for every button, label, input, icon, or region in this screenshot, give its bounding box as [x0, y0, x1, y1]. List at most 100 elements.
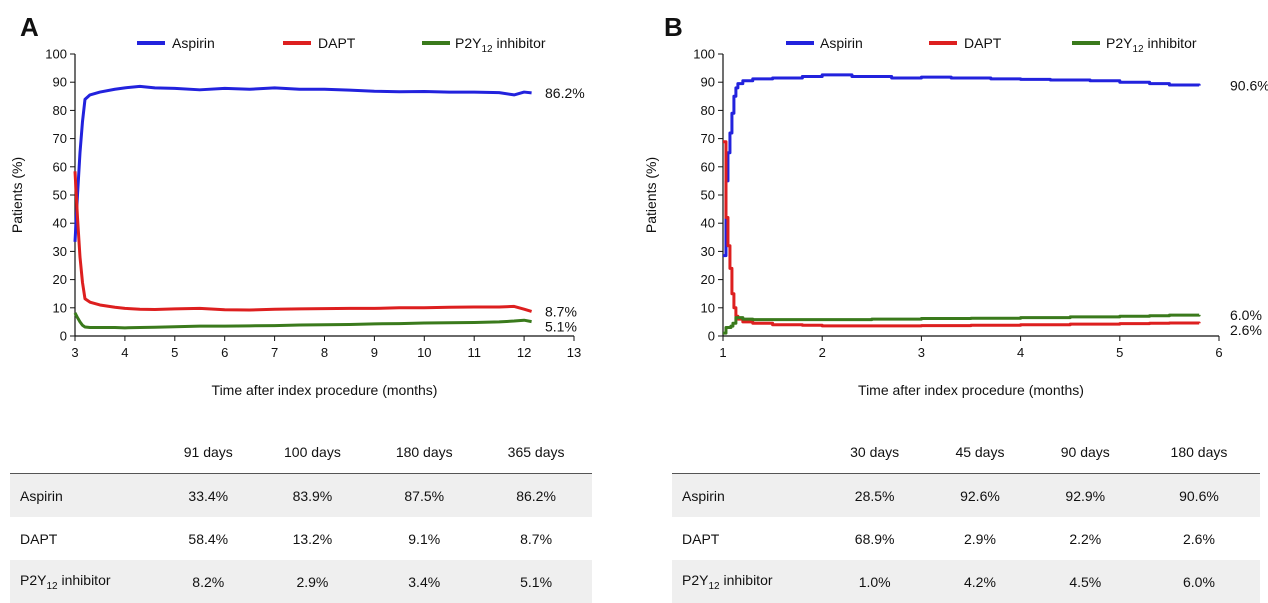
table-cell: 90.6%: [1137, 473, 1260, 517]
y-tick-label: 0: [708, 329, 715, 344]
x-tick-label: 11: [467, 345, 481, 360]
table-row-label: Aspirin: [672, 473, 822, 517]
panel-b: B 0 10 20 30 40 50 60 70 80 90 100 1 2 3 4 5 6 Time after …: [634, 0, 1268, 603]
table-cell: 92.9%: [1032, 473, 1138, 517]
table-cell: 58.4%: [188, 530, 229, 547]
end-value-label: 86.2%: [545, 85, 585, 101]
end-value-label: 90.6%: [1230, 78, 1268, 94]
table-cell: 8.7%: [520, 530, 553, 547]
table-cell: 9.1%: [408, 530, 441, 547]
legend-label: P2Y12 inhibitor: [455, 35, 546, 55]
table-cell: 13.2%: [292, 530, 333, 547]
table-cell: 2.9%: [964, 530, 996, 547]
table-cell: 8.2%: [160, 560, 257, 603]
y-tick-label: 20: [701, 272, 715, 287]
y-axis-label: Patients (%): [643, 157, 659, 233]
end-value-label: 6.0%: [1230, 307, 1262, 323]
table-column-header: 90 days: [1032, 430, 1138, 474]
x-tick-label: 3: [918, 345, 925, 360]
table-column-header: 91 days: [160, 430, 257, 474]
table-column-header: 365 days: [480, 430, 592, 474]
table-cell: 92.6%: [927, 473, 1033, 517]
x-tick-label: 10: [417, 345, 431, 360]
table-row: DAPT 68.9% 2.9% 2.2% 2.6%: [672, 517, 1260, 560]
y-tick-label: 90: [53, 75, 67, 90]
x-tick-label: 13: [567, 345, 581, 360]
y-axis-label: Patients (%): [9, 157, 25, 233]
x-tick-label: 9: [371, 345, 378, 360]
table-cell: 3.4%: [368, 560, 481, 603]
y-tick-label: 40: [701, 216, 715, 231]
table-column-header: 30 days: [822, 430, 928, 474]
legend-label: P2Y12 inhibitor: [1106, 35, 1197, 55]
table-row: DAPT 58.4% 13.2% 9.1% 8.7%: [10, 517, 592, 560]
x-tick-label: 12: [517, 345, 531, 360]
x-axis-label: Time after index procedure (months): [858, 382, 1084, 398]
table-b: 30 days 45 days 90 days 180 days Aspirin 28.5…: [672, 430, 1260, 603]
end-value-label: 2.6%: [1230, 322, 1262, 338]
table-cell: 6.0%: [1137, 560, 1260, 603]
y-tick-label: 70: [53, 131, 67, 146]
table-corner: [672, 430, 822, 474]
table-cell: 4.5%: [1032, 560, 1138, 603]
y-tick-label: 10: [53, 300, 67, 315]
series-line-aspirin: [723, 73, 1201, 258]
series-line-p2y: [73, 312, 532, 330]
chart-a: A 0 10 20 30 40 50 60 70 80 90 100 3 4 5 6 7 8 9 10 11 12 13 Ti…: [9, 12, 585, 398]
y-tick-label: 20: [53, 272, 67, 287]
table-column-header: 180 days: [1137, 430, 1260, 474]
table-row: P2Y12 inhibitor 8.2% 2.9% 3.4% 5.1%: [10, 560, 592, 603]
table-cell: 68.9%: [854, 530, 895, 547]
table-column-header: 45 days: [927, 430, 1033, 474]
y-tick-label: 100: [693, 47, 715, 62]
x-tick-label: 5: [1116, 345, 1123, 360]
table-cell: 2.2%: [1069, 530, 1102, 547]
x-tick-label: 2: [819, 345, 826, 360]
y-tick-label: 40: [53, 216, 67, 231]
x-tick-label: 7: [271, 345, 278, 360]
table-column-header: 100 days: [256, 430, 369, 474]
table-cell: 87.5%: [368, 473, 481, 517]
panel-label: B: [664, 12, 683, 42]
x-tick-label: 6: [1215, 345, 1222, 360]
x-tick-label: 6: [221, 345, 228, 360]
legend-label: Aspirin: [172, 35, 215, 51]
x-tick-label: 5: [171, 345, 178, 360]
legend-label: Aspirin: [820, 35, 863, 51]
table-cell: 33.4%: [160, 473, 257, 517]
table-row: Aspirin 33.4% 83.9% 87.5% 86.2%: [10, 473, 592, 517]
table-row-label: P2Y12 inhibitor: [10, 560, 160, 603]
table-cell: 2.9%: [256, 560, 369, 603]
y-tick-label: 50: [701, 188, 715, 203]
legend-label: DAPT: [318, 35, 356, 51]
x-tick-label: 4: [121, 345, 128, 360]
x-tick-label: 8: [321, 345, 328, 360]
table-row: P2Y12 inhibitor 1.0% 4.2% 4.5% 6.0%: [672, 560, 1260, 603]
table-row-label: P2Y12 inhibitor: [672, 560, 822, 603]
y-tick-label: 10: [701, 300, 715, 315]
table-cell: 86.2%: [480, 473, 592, 517]
y-tick-label: 70: [701, 131, 715, 146]
series-line-dapt: [723, 140, 1201, 328]
table-cell: 83.9%: [256, 473, 369, 517]
y-tick-label: 0: [60, 329, 67, 344]
table-corner: [10, 430, 160, 474]
chart-b: B 0 10 20 30 40 50 60 70 80 90 100 1 2 3 4 5 6 Time after …: [643, 12, 1268, 398]
table-row: Aspirin 28.5% 92.6% 92.9% 90.6%: [672, 473, 1260, 517]
x-tick-label: 1: [719, 345, 726, 360]
panel-label: A: [20, 12, 39, 42]
x-tick-label: 4: [1017, 345, 1024, 360]
series-line-dapt: [73, 171, 533, 313]
table-column-header: 180 days: [368, 430, 481, 474]
y-tick-label: 80: [53, 103, 67, 118]
table-cell: 4.2%: [927, 560, 1033, 603]
table-row-label: Aspirin: [10, 473, 160, 517]
y-tick-label: 30: [701, 244, 715, 259]
end-value-label: 5.1%: [545, 318, 577, 334]
y-tick-label: 80: [701, 103, 715, 118]
y-tick-label: 50: [53, 188, 67, 203]
y-tick-label: 60: [53, 159, 67, 174]
table-a: 91 days 100 days 180 days 365 days Aspirin 33…: [10, 430, 592, 603]
y-tick-label: 30: [53, 244, 67, 259]
table-row-label: DAPT: [682, 530, 720, 547]
